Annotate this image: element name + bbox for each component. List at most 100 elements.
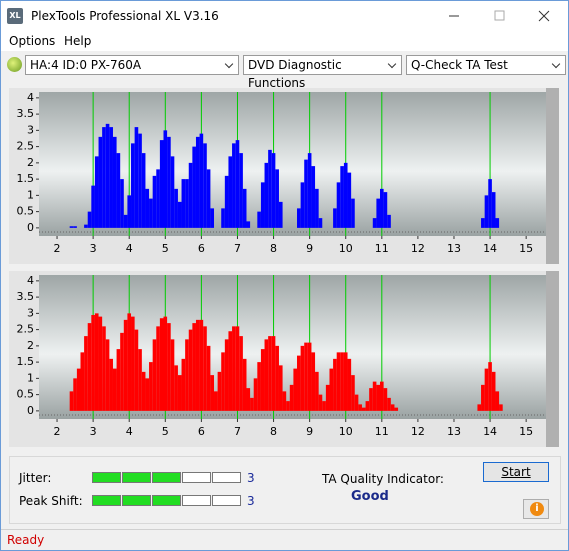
bar [481, 384, 485, 411]
bar [361, 407, 366, 411]
bar [351, 375, 355, 411]
y-tick-label: 4 [27, 274, 34, 287]
bar [105, 339, 110, 411]
maximize[interactable] [494, 10, 505, 21]
bar [159, 318, 164, 411]
bar [120, 332, 124, 411]
meter-segment [212, 495, 241, 506]
bar [177, 375, 182, 411]
bar [181, 358, 186, 411]
y-tick-label: 0 [27, 221, 34, 234]
drive-select[interactable]: HA:4 ID:0 PX-760A [25, 55, 239, 75]
bar [138, 349, 142, 411]
y-tick-label: 3.5 [17, 107, 35, 120]
bar [260, 349, 265, 411]
close[interactable] [538, 10, 550, 22]
bar [484, 368, 489, 411]
bar [112, 136, 117, 228]
bar [123, 214, 128, 228]
test-select[interactable]: Q-Check TA Test [406, 55, 566, 75]
bar [206, 345, 211, 411]
bar [383, 192, 388, 228]
y-tick-label: 2 [27, 156, 34, 169]
bar [131, 143, 135, 228]
meter-segment [212, 472, 241, 483]
y-tick-label: 3.5 [17, 290, 35, 303]
x-tick-label: 8 [270, 242, 277, 255]
bar [293, 368, 298, 411]
bar [177, 201, 182, 228]
bar [246, 221, 251, 228]
app-icon: XL [7, 8, 23, 24]
bar [73, 226, 77, 228]
bar [347, 172, 352, 228]
bar [289, 384, 294, 411]
bar [329, 368, 334, 411]
bar [156, 326, 160, 411]
bar [152, 339, 157, 411]
bar [138, 133, 142, 228]
bar [297, 355, 301, 411]
bar [76, 368, 81, 411]
function-select[interactable]: DVD Diagnostic Functions [243, 55, 402, 90]
bar [250, 397, 254, 411]
y-tick-label: 1 [27, 188, 34, 201]
x-tick-label: 12 [411, 242, 425, 255]
window-title: PlexTools Professional XL V3.16 [31, 9, 219, 23]
jitter-label: Jitter: [19, 471, 52, 485]
bar [228, 156, 233, 228]
bar [484, 195, 489, 228]
bar [282, 391, 287, 411]
bar [87, 323, 92, 411]
bar [488, 362, 492, 411]
x-tick-label: 13 [447, 242, 461, 255]
bar [73, 378, 77, 411]
x-tick-label: 15 [519, 425, 533, 438]
x-tick-label: 2 [54, 425, 61, 438]
bar [491, 371, 496, 411]
bar [315, 371, 319, 411]
bar [271, 153, 276, 228]
bar [278, 365, 283, 411]
peak-shift-label: Peak Shift: [19, 494, 83, 508]
bar [195, 319, 200, 411]
bar [185, 339, 189, 411]
x-tick-label: 10 [339, 425, 353, 438]
bar [278, 201, 283, 228]
drive-icon [7, 57, 22, 72]
bar [394, 407, 399, 411]
bar [271, 336, 276, 411]
menu-item[interactable]: Options [9, 34, 56, 48]
bar [369, 388, 373, 411]
bar [91, 314, 95, 411]
bar [343, 352, 348, 411]
x-tick-label: 14 [483, 242, 497, 255]
bar [80, 352, 85, 411]
x-tick-label: 11 [375, 425, 389, 438]
x-tick-label: 7 [234, 242, 241, 255]
bar [105, 123, 110, 228]
bar [387, 397, 391, 411]
bar [69, 391, 74, 411]
jitter-value: 3 [247, 471, 255, 485]
x-tick-label: 9 [306, 242, 313, 255]
bar [242, 358, 247, 411]
x-tick-label: 6 [198, 425, 205, 438]
start-button[interactable]: Start [483, 462, 549, 482]
bar [246, 388, 251, 411]
bar [300, 345, 305, 411]
bar [210, 208, 215, 228]
info-button[interactable]: i [523, 499, 549, 519]
menu-item[interactable]: Help [64, 34, 92, 48]
bar [181, 179, 186, 228]
bar [174, 365, 178, 411]
window-controls[interactable] [421, 1, 568, 31]
chart-bottom: 0 0.5 1 1.5 2 2.5 3 3.5 4 2 3 4 5 6 7 8 9 10 11 12 13 14 15 [9, 271, 559, 447]
bar [297, 208, 301, 228]
bar [491, 192, 496, 228]
x-tick-label: 13 [447, 425, 461, 438]
results-panel: Jitter: 3 Peak Shift: 3 TA Quality Indic… [9, 456, 561, 524]
chart-side [546, 88, 559, 264]
bar [210, 375, 215, 411]
chart-side [546, 271, 559, 447]
